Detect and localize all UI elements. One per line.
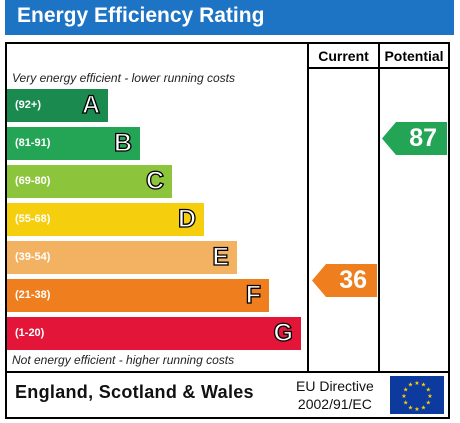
svg-text:★: ★ <box>427 393 432 400</box>
band-f-letter: F <box>245 280 262 309</box>
frame-footer-divider <box>5 371 450 373</box>
svg-text:★: ★ <box>408 382 413 389</box>
band-a-range: (92+) <box>15 99 41 111</box>
svg-text:★: ★ <box>414 380 419 387</box>
band-g-letter: G <box>273 318 294 347</box>
page-title: Energy Efficiency Rating <box>17 4 265 27</box>
frame-right <box>448 42 450 419</box>
band-b-letter: B <box>113 128 132 157</box>
svg-text:★: ★ <box>421 404 426 411</box>
band-e: (39-54) E <box>7 241 237 274</box>
band-e-letter: E <box>212 242 230 271</box>
band-g-range: (1-20) <box>15 327 45 339</box>
svg-text:★: ★ <box>421 382 426 389</box>
band-c-letter: C <box>145 166 164 195</box>
footer-region-label: England, Scotland & Wales <box>15 382 254 402</box>
column-divider-potential <box>378 42 380 373</box>
band-a: (92+) A <box>7 89 108 122</box>
svg-text:★: ★ <box>408 404 413 411</box>
band-c: (69-80) C <box>7 165 172 198</box>
svg-text:★: ★ <box>403 387 408 394</box>
band-d: (55-68) D <box>7 203 204 236</box>
potential-column-header: Potential <box>384 48 444 64</box>
potential-rating-arrow: 87 <box>382 122 447 155</box>
band-e-range: (39-54) <box>15 251 51 263</box>
eu-directive-line1: EU Directive <box>296 378 374 394</box>
frame-top <box>5 42 450 44</box>
band-f: (21-38) F <box>7 279 269 312</box>
svg-text:★: ★ <box>414 406 419 413</box>
band-a-letter: A <box>81 90 100 119</box>
svg-text:★: ★ <box>403 400 408 407</box>
band-d-letter: D <box>177 204 196 233</box>
svg-text:★: ★ <box>401 393 406 400</box>
efficient-note: Very energy efficient - lower running co… <box>12 71 235 85</box>
band-b: (81-91) B <box>7 127 140 160</box>
band-d-range: (55-68) <box>15 213 51 225</box>
inefficient-note: Not energy efficient - higher running co… <box>12 353 235 367</box>
svg-text:★: ★ <box>426 387 431 394</box>
frame-left <box>5 42 7 419</box>
eu-directive: EU Directive 2002/91/EC <box>296 377 374 413</box>
header-bar <box>5 0 454 35</box>
current-rating-arrow: 36 <box>312 264 377 297</box>
band-f-range: (21-38) <box>15 289 51 301</box>
frame-bottom <box>5 417 450 419</box>
svg-text:★: ★ <box>426 400 431 407</box>
band-c-range: (69-80) <box>15 175 51 187</box>
current-column-header: Current <box>318 48 369 64</box>
band-g: (1-20) G <box>7 317 301 350</box>
eu-directive-line2: 2002/91/EC <box>297 396 372 412</box>
band-b-range: (81-91) <box>15 137 51 149</box>
eu-flag-icon: ★ ★ ★ ★ ★ ★ ★ ★ ★ ★ ★ ★ <box>390 376 444 414</box>
column-divider-current <box>307 42 309 373</box>
